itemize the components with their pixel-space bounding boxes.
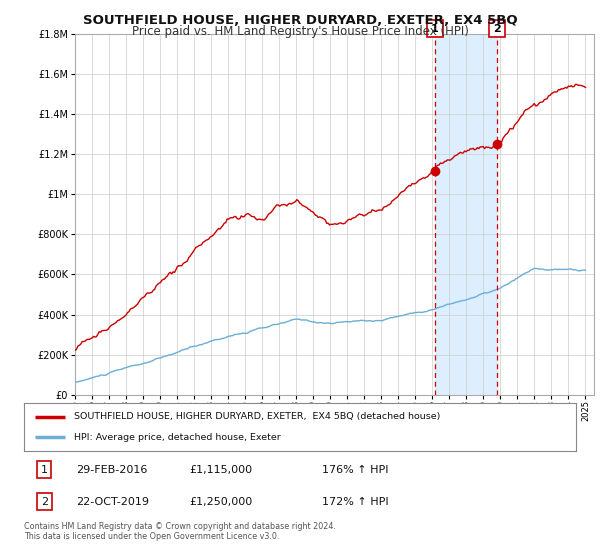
Text: £1,115,000: £1,115,000: [190, 465, 253, 475]
Text: 29-FEB-2016: 29-FEB-2016: [76, 465, 148, 475]
Text: 172% ↑ HPI: 172% ↑ HPI: [322, 497, 389, 507]
Text: 2: 2: [41, 497, 48, 507]
Text: 22-OCT-2019: 22-OCT-2019: [76, 497, 149, 507]
Text: 2: 2: [493, 24, 501, 34]
Text: SOUTHFIELD HOUSE, HIGHER DURYARD, EXETER, EX4 5BQ: SOUTHFIELD HOUSE, HIGHER DURYARD, EXETER…: [83, 14, 517, 27]
Text: 1: 1: [431, 24, 439, 34]
Text: 1: 1: [41, 465, 48, 475]
Text: 176% ↑ HPI: 176% ↑ HPI: [322, 465, 389, 475]
Text: Price paid vs. HM Land Registry's House Price Index (HPI): Price paid vs. HM Land Registry's House …: [131, 25, 469, 38]
Text: Contains HM Land Registry data © Crown copyright and database right 2024.
This d: Contains HM Land Registry data © Crown c…: [24, 522, 336, 542]
Bar: [435, 34, 497, 395]
Text: HPI: Average price, detached house, Exeter: HPI: Average price, detached house, Exet…: [74, 433, 280, 442]
Text: SOUTHFIELD HOUSE, HIGHER DURYARD, EXETER,  EX4 5BQ (detached house): SOUTHFIELD HOUSE, HIGHER DURYARD, EXETER…: [74, 412, 440, 421]
Text: £1,250,000: £1,250,000: [190, 497, 253, 507]
